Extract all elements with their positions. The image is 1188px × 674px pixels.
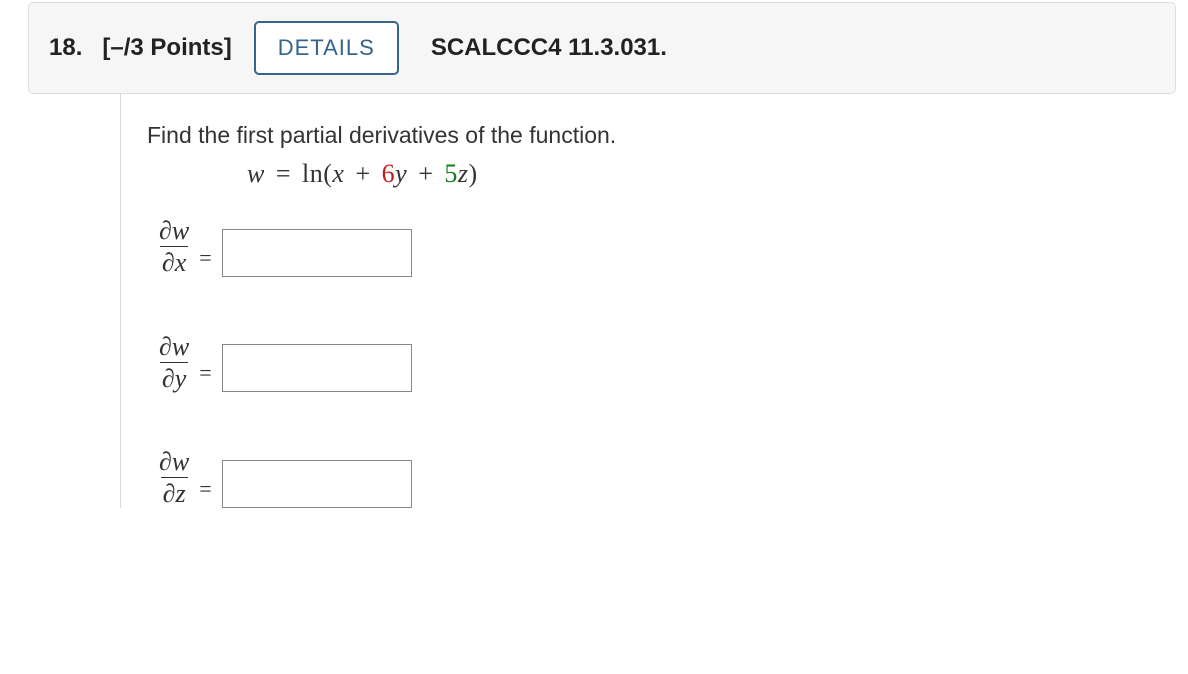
answer-input-dy[interactable] (222, 344, 412, 392)
frac-num: ∂w (157, 333, 191, 362)
eq-lhs: w (247, 159, 265, 188)
frac-den: ∂y (160, 362, 188, 392)
eq-coef-5: 5 (444, 159, 458, 188)
eq-x: x (332, 159, 344, 188)
eq-plus1: + (351, 159, 374, 188)
source-reference: SCALCCC4 11.3.031. (431, 34, 667, 62)
function-equation: w = ln(x + 6y + 5z) (247, 159, 1188, 189)
answer-row-dy: ∂w ∂y = (157, 333, 1188, 393)
question-number-points: 18. [–/3 Points] (49, 34, 232, 62)
answer-row-dx: ∂w ∂x = (157, 217, 1188, 277)
question-container: 18. [–/3 Points] DETAILS SCALCCC4 11.3.0… (0, 2, 1188, 674)
frac-den: ∂z (161, 477, 188, 507)
eq-close: ) (468, 159, 477, 188)
frac-num: ∂w (157, 217, 191, 246)
question-header: 18. [–/3 Points] DETAILS SCALCCC4 11.3.0… (28, 2, 1176, 94)
points-label: [–/3 Points] (102, 34, 231, 61)
question-body: Find the first partial derivatives of th… (120, 94, 1188, 508)
answer-input-dx[interactable] (222, 229, 412, 277)
problem-prompt: Find the first partial derivatives of th… (147, 122, 1188, 149)
eq-func: ln (302, 159, 323, 188)
equals-sign: = (199, 476, 211, 508)
details-button[interactable]: DETAILS (254, 21, 399, 75)
question-number: 18. (49, 34, 82, 61)
frac-num: ∂w (157, 448, 191, 477)
frac-den: ∂x (160, 246, 188, 276)
partial-dw-dy: ∂w ∂y (157, 333, 191, 393)
partial-dw-dx: ∂w ∂x (157, 217, 191, 277)
eq-z: z (458, 159, 469, 188)
eq-plus2: + (414, 159, 437, 188)
answer-row-dz: ∂w ∂z = (157, 448, 1188, 508)
answer-input-dz[interactable] (222, 460, 412, 508)
equals-sign: = (199, 360, 211, 392)
eq-equals: = (272, 159, 295, 188)
eq-coef-6: 6 (382, 159, 396, 188)
equals-sign: = (199, 245, 211, 277)
eq-y: y (395, 159, 407, 188)
partial-dw-dz: ∂w ∂z (157, 448, 191, 508)
